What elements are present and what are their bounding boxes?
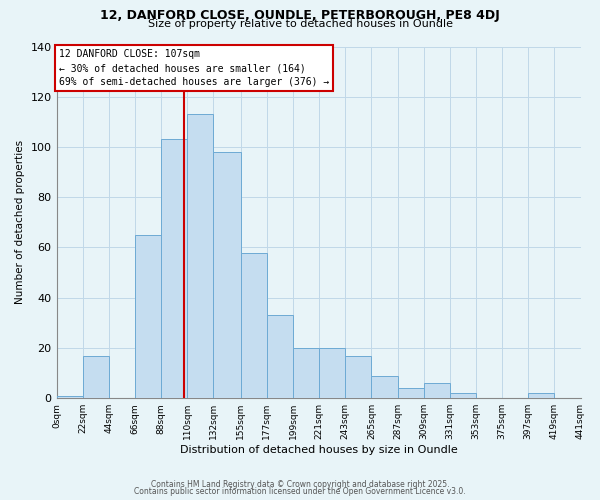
Text: Contains public sector information licensed under the Open Government Licence v3: Contains public sector information licen… — [134, 487, 466, 496]
Bar — [56, 396, 83, 398]
X-axis label: Distribution of detached houses by size in Oundle: Distribution of detached houses by size … — [179, 445, 457, 455]
Text: 12 DANFORD CLOSE: 107sqm
← 30% of detached houses are smaller (164)
69% of semi-: 12 DANFORD CLOSE: 107sqm ← 30% of detach… — [59, 49, 329, 87]
Text: Contains HM Land Registry data © Crown copyright and database right 2025.: Contains HM Land Registry data © Crown c… — [151, 480, 449, 489]
Text: Size of property relative to detached houses in Oundle: Size of property relative to detached ho… — [148, 19, 452, 29]
Bar — [528, 393, 554, 398]
Bar — [241, 252, 267, 398]
Bar — [371, 376, 398, 398]
Bar — [319, 348, 345, 398]
Bar — [450, 393, 476, 398]
Bar — [83, 356, 109, 398]
Y-axis label: Number of detached properties: Number of detached properties — [15, 140, 25, 304]
Text: 12, DANFORD CLOSE, OUNDLE, PETERBOROUGH, PE8 4DJ: 12, DANFORD CLOSE, OUNDLE, PETERBOROUGH,… — [100, 9, 500, 22]
Bar — [345, 356, 371, 398]
Bar — [187, 114, 214, 398]
Bar — [214, 152, 241, 398]
Bar — [398, 388, 424, 398]
Bar — [424, 383, 450, 398]
Bar — [293, 348, 319, 398]
Bar — [267, 316, 293, 398]
Bar — [135, 235, 161, 398]
Bar — [161, 140, 187, 398]
